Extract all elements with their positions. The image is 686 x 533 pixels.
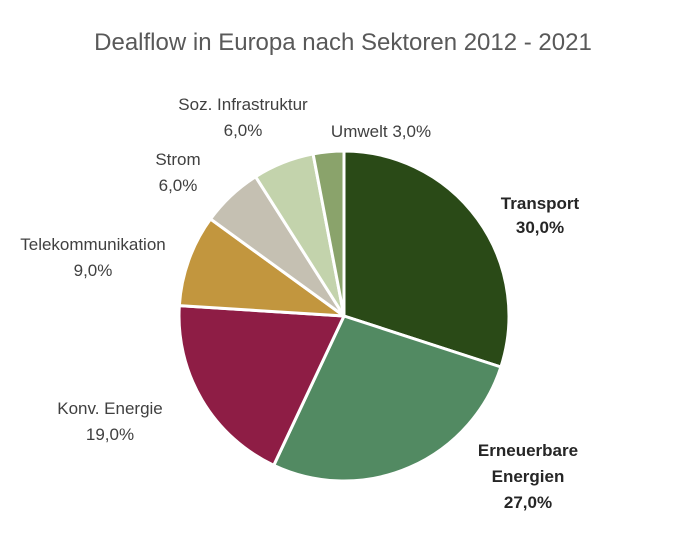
slice-labels: Transport 30,0% Erneuerbare Energien 27,0% Ko… xyxy=(20,95,579,512)
slice-label-strom: Strom 6,0% xyxy=(155,150,200,195)
pie-slices xyxy=(177,149,511,483)
slice-label-telekommunikation: Telekommunikation 9,0% xyxy=(20,235,166,280)
pie-slice-umwelt xyxy=(311,149,346,318)
slice-label-transport: Transport 30,0% xyxy=(501,194,580,237)
slice-label-erneuerbare-energien: Erneuerbare Energien 27,0% xyxy=(478,441,578,512)
slice-label-umwelt: Umwelt 3,0% xyxy=(331,122,431,141)
chart-title: Dealflow in Europa nach Sektoren 2012 - … xyxy=(94,29,592,56)
pie-slice-telekommunikation xyxy=(177,217,346,318)
slice-label-konv-energie: Konv. Energie 19,0% xyxy=(57,399,163,444)
pie-slice-transport xyxy=(342,149,511,369)
pie-slice-erneuerbare-energien xyxy=(272,314,503,483)
pie-slice-konv-energie xyxy=(177,304,346,467)
slice-label-soz-infrastruktur: Soz. Infrastruktur 6,0% xyxy=(178,95,308,140)
